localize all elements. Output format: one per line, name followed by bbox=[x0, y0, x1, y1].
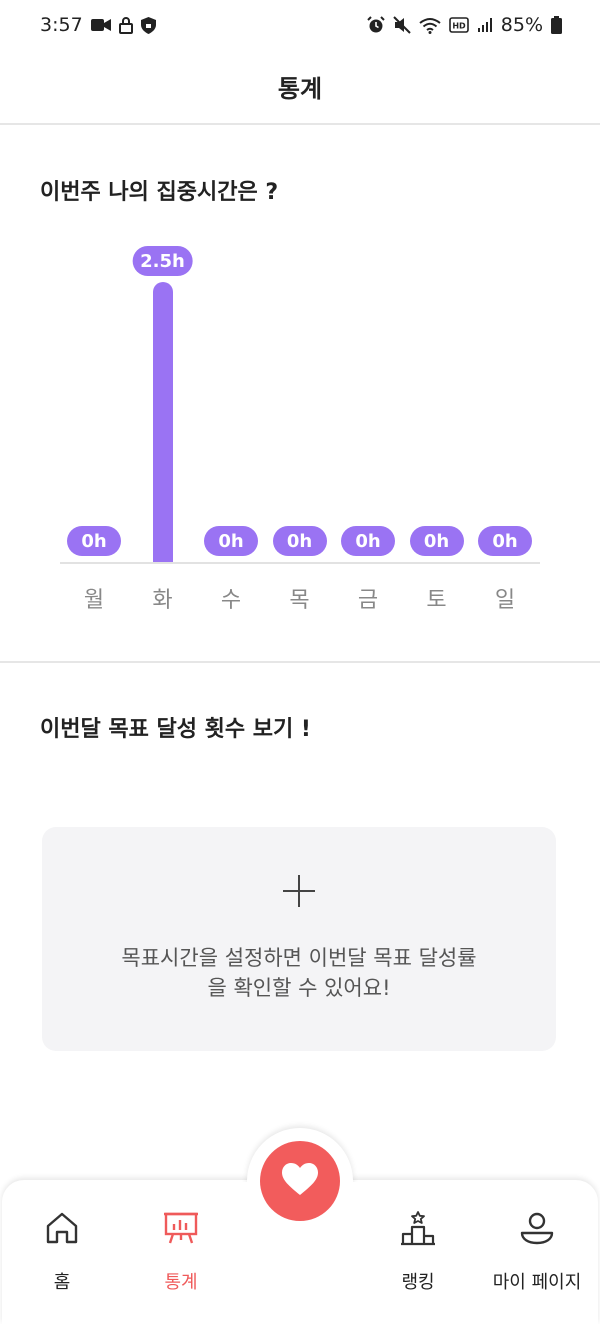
person-icon bbox=[517, 1208, 557, 1248]
chart-value-label: 0h bbox=[67, 526, 121, 556]
chart-day-label: 금 bbox=[357, 588, 379, 613]
goal-empty-message-line1: 목표시간을 설정하면 이번달 목표 달성률 bbox=[121, 946, 477, 970]
goal-empty-card[interactable]: 목표시간을 설정하면 이번달 목표 달성률 을 확인할 수 있어요! bbox=[42, 827, 556, 1051]
chart-day-label: 토 bbox=[426, 588, 447, 613]
hd-icon: HD bbox=[448, 17, 469, 33]
nav-stats[interactable]: 통계 bbox=[121, 1208, 241, 1294]
chart-board-icon bbox=[161, 1208, 201, 1248]
weekly-focus-chart: 0h 월 2.5h 화 0h 수 0h 목 0h 금 0h 토 0h 일 bbox=[0, 230, 600, 630]
svg-text:HD: HD bbox=[452, 22, 466, 31]
chart-value-label: 0h bbox=[341, 526, 395, 556]
section-divider bbox=[0, 661, 600, 663]
nav-stats-label: 통계 bbox=[164, 1272, 198, 1293]
add-goal-button[interactable] bbox=[279, 871, 319, 911]
nav-mypage-label: 마이 페이지 bbox=[492, 1272, 582, 1293]
chart-value-label: 2.5h bbox=[132, 246, 193, 276]
chart-day-label: 일 bbox=[494, 588, 516, 613]
chart-value-label: 0h bbox=[204, 526, 258, 556]
monthly-section-title: 이번달 목표 달성 횟수 보기 ! bbox=[40, 717, 311, 742]
battery-percent: 85% bbox=[500, 14, 543, 36]
wifi-icon bbox=[419, 17, 441, 34]
nav-ranking[interactable]: 랭킹 bbox=[358, 1208, 478, 1294]
nav-mypage[interactable]: 마이 페이지 bbox=[477, 1208, 597, 1294]
chart-day-label: 화 bbox=[152, 588, 173, 613]
nav-home-label: 홈 bbox=[53, 1272, 71, 1293]
home-icon bbox=[42, 1208, 82, 1248]
lock-icon bbox=[118, 16, 133, 34]
status-left: 3:57 bbox=[40, 14, 156, 36]
battery-icon bbox=[551, 16, 562, 34]
goal-empty-message: 목표시간을 설정하면 이번달 목표 달성률 을 확인할 수 있어요! bbox=[121, 943, 476, 1003]
focus-heart-button[interactable] bbox=[260, 1141, 340, 1221]
chart-day-label: 월 bbox=[83, 588, 105, 613]
ranking-podium-icon bbox=[398, 1208, 438, 1248]
status-bar: 3:57 HD 85% bbox=[0, 0, 600, 50]
mute-icon bbox=[393, 16, 411, 34]
status-time: 3:57 bbox=[40, 14, 83, 36]
nav-home[interactable]: 홈 bbox=[2, 1208, 122, 1294]
chart-day-label: 수 bbox=[220, 588, 242, 613]
signal-icon bbox=[477, 17, 493, 33]
app-header: 통계 bbox=[0, 50, 600, 125]
nav-ranking-label: 랭킹 bbox=[401, 1272, 435, 1293]
chart-day-label: 목 bbox=[289, 588, 310, 613]
status-right: HD 85% bbox=[367, 14, 562, 36]
chart-value-label: 0h bbox=[409, 526, 464, 556]
video-camera-icon bbox=[90, 18, 111, 32]
alarm-icon bbox=[367, 16, 385, 34]
chart-value-label: 0h bbox=[272, 526, 327, 556]
chart-bar bbox=[152, 282, 173, 562]
chart-value-label: 0h bbox=[478, 526, 532, 556]
weekly-section-title: 이번주 나의 집중시간은 ? bbox=[40, 180, 279, 205]
chart-baseline bbox=[60, 562, 540, 564]
goal-empty-message-line2: 을 확인할 수 있어요! bbox=[207, 976, 391, 1000]
page-title: 통계 bbox=[277, 75, 323, 103]
shield-icon bbox=[140, 16, 156, 34]
heart-icon bbox=[281, 1162, 319, 1200]
